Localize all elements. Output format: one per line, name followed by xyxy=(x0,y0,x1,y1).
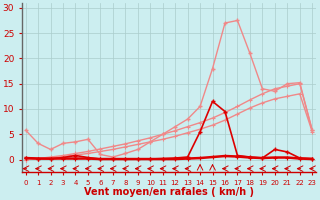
X-axis label: Vent moyen/en rafales ( km/h ): Vent moyen/en rafales ( km/h ) xyxy=(84,187,254,197)
